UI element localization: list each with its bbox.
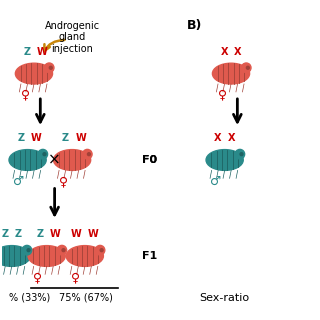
Circle shape <box>62 249 65 252</box>
Text: ♂: ♂ <box>210 175 221 188</box>
Text: Z: Z <box>1 229 9 239</box>
Text: Z: Z <box>17 133 24 143</box>
Ellipse shape <box>66 246 103 266</box>
Circle shape <box>22 245 32 255</box>
Text: X: X <box>220 47 228 57</box>
Circle shape <box>100 249 103 252</box>
Text: ♀: ♀ <box>33 271 42 284</box>
Text: Z: Z <box>36 229 44 239</box>
Text: X: X <box>214 133 221 143</box>
Circle shape <box>44 63 54 73</box>
Text: X: X <box>234 47 242 57</box>
Ellipse shape <box>212 63 250 84</box>
Text: Z: Z <box>15 229 22 239</box>
Text: ×: × <box>48 153 61 167</box>
Circle shape <box>95 245 105 255</box>
Text: Z: Z <box>62 133 69 143</box>
Circle shape <box>43 153 46 156</box>
Text: W: W <box>88 229 99 239</box>
Text: ♀: ♀ <box>59 175 68 188</box>
Text: Androgenic
gland
injection: Androgenic gland injection <box>44 21 100 54</box>
Text: W: W <box>37 47 48 57</box>
Text: F0: F0 <box>142 155 157 165</box>
Ellipse shape <box>28 246 65 266</box>
Text: F1: F1 <box>142 251 157 261</box>
Circle shape <box>235 149 245 159</box>
Text: W: W <box>50 229 60 239</box>
Ellipse shape <box>15 63 52 84</box>
Circle shape <box>87 153 90 156</box>
Text: F0: F0 <box>142 155 157 165</box>
Text: W: W <box>31 133 42 143</box>
Ellipse shape <box>9 150 46 171</box>
Text: % (33%): % (33%) <box>9 292 50 303</box>
Circle shape <box>49 66 52 69</box>
Text: W: W <box>75 133 86 143</box>
Text: ♀: ♀ <box>71 271 80 284</box>
Circle shape <box>38 149 48 159</box>
Circle shape <box>57 245 67 255</box>
Text: 75% (67%): 75% (67%) <box>60 292 113 303</box>
Circle shape <box>27 249 30 252</box>
Text: ♀: ♀ <box>20 89 30 102</box>
Text: Sex-ratio: Sex-ratio <box>199 292 249 303</box>
Ellipse shape <box>0 246 30 266</box>
Text: B): B) <box>187 19 202 32</box>
Text: ♀: ♀ <box>218 89 227 102</box>
Text: ♂: ♂ <box>13 175 24 188</box>
Text: X: X <box>228 133 235 143</box>
Circle shape <box>83 149 92 159</box>
Ellipse shape <box>206 150 243 171</box>
Ellipse shape <box>53 150 91 171</box>
Text: W: W <box>71 229 82 239</box>
Circle shape <box>242 63 251 73</box>
Text: Z: Z <box>24 47 31 57</box>
Circle shape <box>240 153 243 156</box>
Circle shape <box>246 66 249 69</box>
